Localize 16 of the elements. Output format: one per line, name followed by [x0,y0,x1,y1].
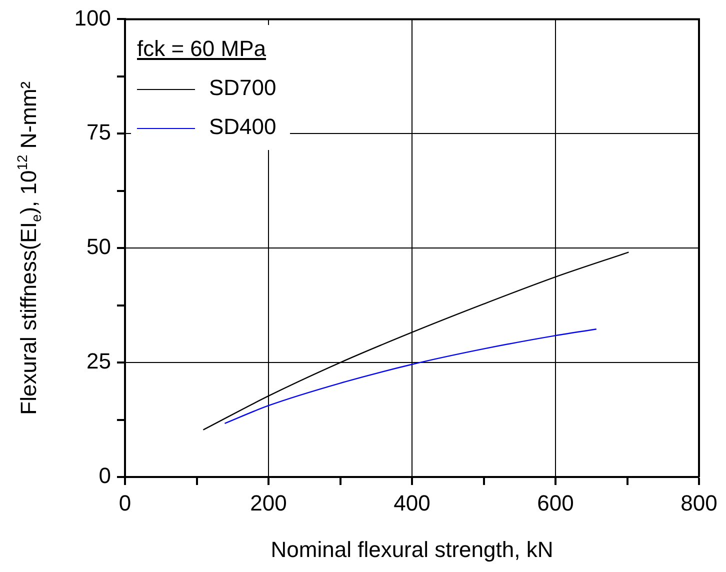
legend-label: SD400 [209,114,276,140]
x-tick-label: 800 [680,490,718,516]
y-tick-label: 100 [74,5,111,30]
x-tick-label: 0 [118,490,132,516]
y-tick-label: 0 [98,463,111,488]
y-tick-label: 75 [86,120,111,145]
line-series [224,328,597,424]
legend-label: SD700 [209,75,276,100]
x-tick-label: 600 [537,490,574,516]
x-tick-label: 200 [250,490,287,516]
x-axis-title: Nominal flexural strength, kN [270,536,554,562]
y-tick-label: 25 [86,348,111,374]
legend-title: fck = 60 MPa [137,35,268,64]
y-axis-title: Flexural stiffness(EIe), 1012 N-mm² [14,81,44,415]
x-tick-label: 400 [394,490,430,516]
y-tick-label: 50 [86,234,111,260]
